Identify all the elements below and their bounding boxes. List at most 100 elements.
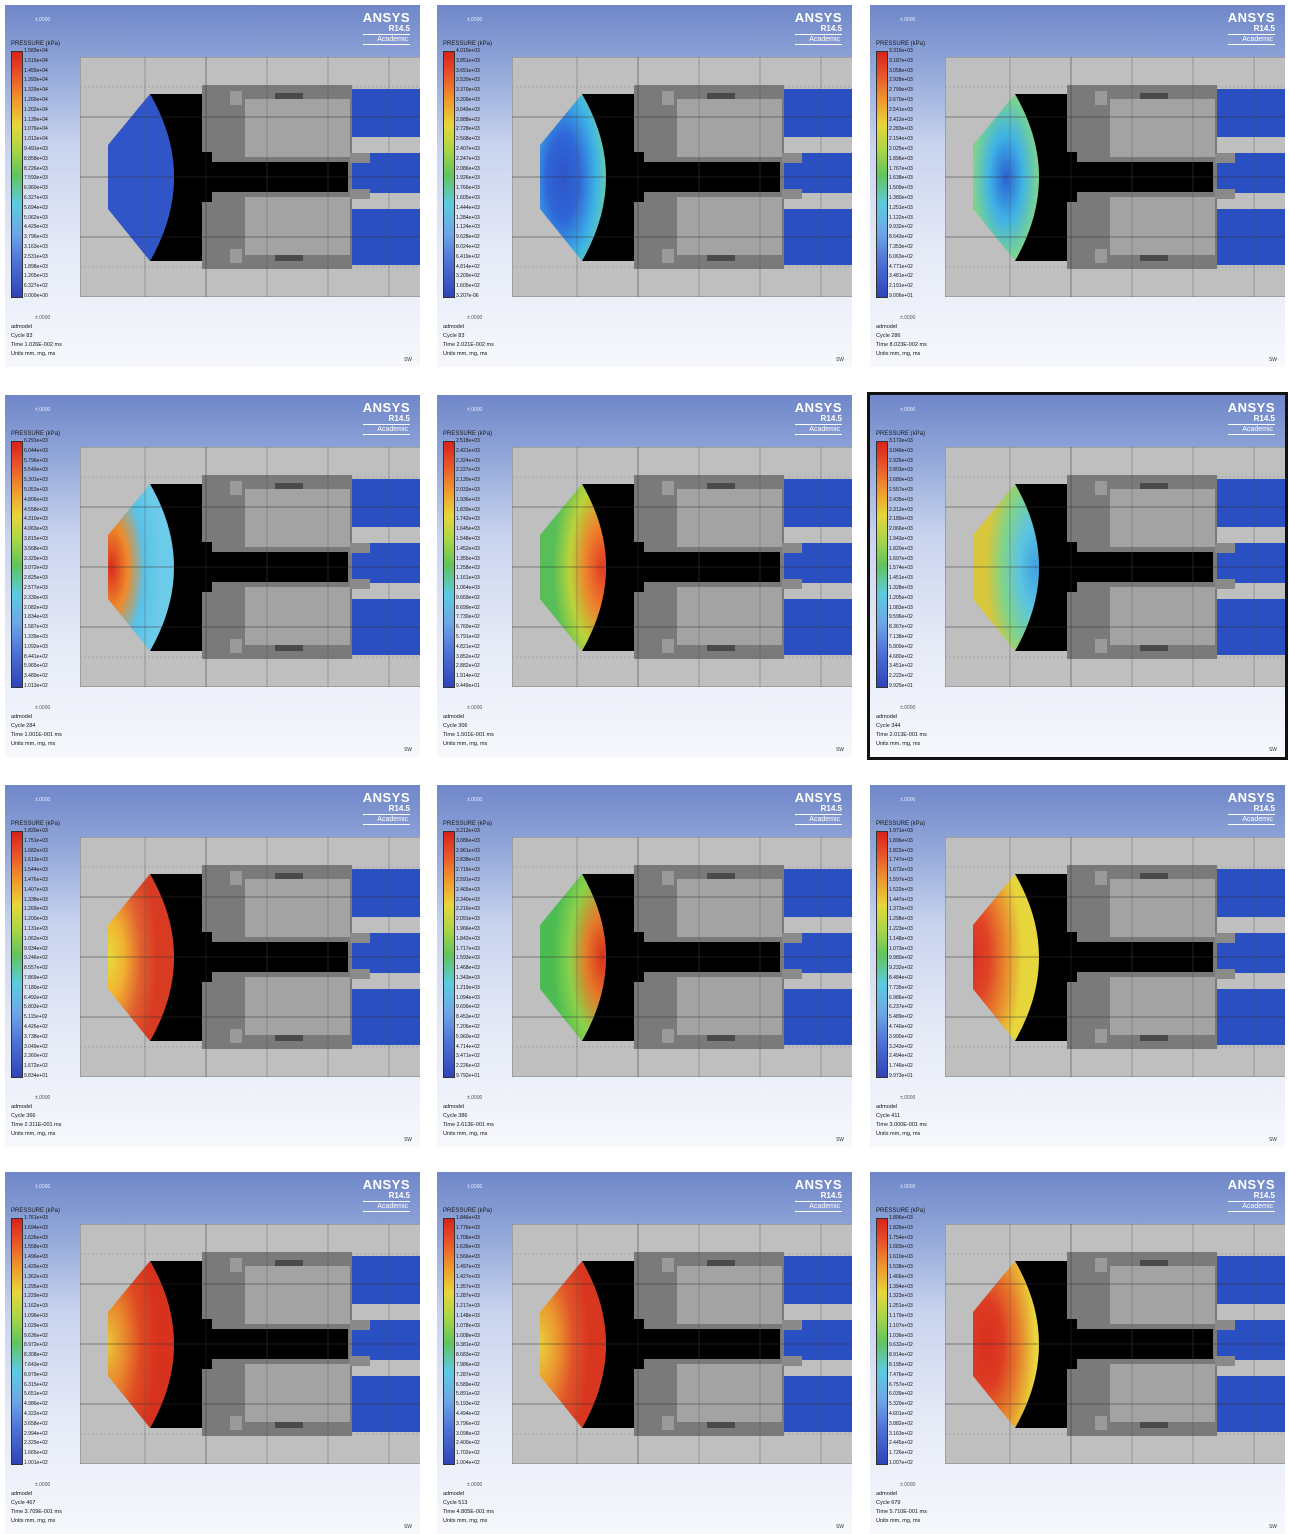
simulation-panel[interactable]: ±.0000 ANSYS R14.5 Academic PRESSURE (kPa) 3.… — [437, 785, 852, 1147]
color-bar-tick-label: 1.202e+04 — [24, 106, 48, 113]
axis-mark-bottom: ±.0000 — [467, 705, 483, 711]
brand-name: ANSYS — [794, 10, 842, 25]
color-bar-tick-label: 5.965e+02 — [24, 663, 48, 670]
axis-mark-bottom: ±.0000 — [467, 1095, 483, 1101]
simulation-panel[interactable]: ±.0000 ANSYS R14.5 Academic PRESSURE (kPa) 1.… — [870, 785, 1285, 1147]
steel-part — [707, 93, 735, 99]
steel-part — [1095, 871, 1107, 885]
simulation-viewport[interactable] — [512, 447, 852, 687]
simulation-viewport[interactable] — [945, 447, 1285, 687]
color-bar-tick-label: 2.283e+03 — [889, 126, 913, 133]
color-bar-tick-label: 2.680e+03 — [889, 477, 913, 484]
color-bar-tick-label: 1.593e+03 — [456, 955, 480, 962]
color-bar-tick-label: 1.148e+03 — [889, 935, 913, 942]
simulation-viewport[interactable] — [80, 57, 420, 297]
legend-title: PRESSURE (kPa) — [876, 821, 926, 827]
model-info: admodel Cycle 83 Time 1.026E-002 ms Units m… — [11, 323, 62, 359]
cycle-label: Cycle 411 — [876, 1113, 901, 1119]
color-bar-tick-label: 4.429e+03 — [24, 224, 48, 231]
color-bar-tick-label: 4.680e+02 — [889, 653, 913, 660]
color-bar-tick-label: 1.509e+03 — [889, 185, 913, 192]
simulation-viewport[interactable] — [80, 1224, 420, 1464]
color-bar-tick-label: 4.714e+02 — [456, 1043, 480, 1050]
simulation-panel[interactable]: ±.0000 ANSYS R14.5 Academic PRESSURE (kPa) 1.… — [5, 1172, 420, 1534]
color-bar-tick-label: 3.049e+03 — [456, 106, 480, 113]
simulation-panel[interactable]: ±.0000 ANSYS R14.5 Academic PRESSURE (kPa) 1.… — [437, 1172, 852, 1534]
color-bar-tick-label: 1.124e+03 — [456, 224, 480, 231]
simulation-panel[interactable]: ±.0000 ANSYS R14.5 Academic PRESSURE (kPa) 1.… — [5, 5, 420, 367]
simulation-viewport[interactable] — [80, 447, 420, 687]
color-bar-tick-label: 1.343e+03 — [456, 975, 480, 981]
steel-part — [230, 249, 242, 263]
color-bar-tick-label: 7.287e+02 — [456, 1371, 480, 1378]
cycle-label: Cycle 513 — [443, 1500, 468, 1506]
color-bar-tick-label: 0.000e+00 — [24, 293, 48, 299]
units-label: Units mm, mg, ms — [876, 1131, 921, 1137]
brand-name: ANSYS — [794, 790, 842, 805]
steel-part — [1140, 1422, 1168, 1428]
orientation-label: SW — [1268, 1524, 1277, 1530]
simulation-viewport[interactable] — [945, 1224, 1285, 1464]
simulation-panel[interactable]: ±.0000 ANSYS R14.5 Academic PRESSURE (kPa) 1.… — [870, 1172, 1285, 1534]
color-bar-tick-label: 2.154e+03 — [889, 136, 913, 143]
color-bar-tick-label: 1.107e+03 — [889, 1322, 913, 1329]
color-bar-tick-label: 2.494e+02 — [889, 1053, 913, 1060]
color-bar-tick-label: 1.131e+03 — [24, 926, 48, 932]
model-info: admodel Cycle 306 Time 1.501E-001 ms Units … — [443, 713, 494, 749]
units-label: Units mm, mg, ms — [443, 351, 488, 357]
color-bar-tick-label: 4.063e+03 — [24, 526, 48, 533]
simulation-panel[interactable]: ±.0000 ANSYS R14.5 Academic PRESSURE (kPa) 1.… — [5, 785, 420, 1147]
color-bar-tick-label: 1.073e+03 — [889, 945, 913, 952]
cycle-label: Cycle 467 — [11, 1500, 36, 1506]
color-bar-tick-label: 1.339e+03 — [24, 634, 48, 640]
brand-edition: Academic — [362, 34, 410, 45]
simulation-panel[interactable]: ±.0000 ANSYS R14.5 Academic PRESSURE (kPa) 6.… — [5, 395, 420, 757]
units-label: Units mm, mg, ms — [11, 351, 56, 357]
simulation-panel[interactable]: ±.0000 ANSYS R14.5 Academic PRESSURE (kPa) 3.… — [870, 5, 1285, 367]
color-bar-tick-label: 1.672e+03 — [889, 867, 913, 874]
color-bar-tick-label: 1.839e+03 — [456, 506, 480, 513]
color-bar-tick-label: 1.605e+02 — [456, 283, 480, 290]
color-bar-tick-label: 2.541e+03 — [889, 106, 913, 113]
color-bar — [443, 51, 455, 298]
color-bar-tick-label: 7.593e+03 — [24, 175, 48, 182]
steel-part — [677, 1364, 782, 1422]
color-bar-tick-label: 2.247e+03 — [456, 155, 480, 162]
color-bar-tick-label: 3.370e+03 — [456, 87, 480, 94]
steel-part — [230, 1029, 242, 1043]
color-bar-tick-label: 3.098e+02 — [456, 1430, 480, 1437]
color-bar-tick-label: 1.613e+03 — [24, 857, 48, 864]
simulation-viewport[interactable] — [512, 57, 852, 297]
color-bar-tick-label: 5.803e+02 — [24, 1004, 48, 1011]
brand-edition: Academic — [1227, 34, 1275, 45]
steel-part — [1140, 645, 1168, 651]
simulation-panel[interactable]: ±.0000 ANSYS R14.5 Academic PRESSURE (kPa) 2.… — [437, 395, 852, 757]
steel-part — [662, 871, 674, 885]
units-label: Units mm, mg, ms — [876, 351, 921, 357]
color-bar-tick-label: 1.766e+03 — [456, 185, 480, 192]
color-bar-tick-label: 2.465e+03 — [456, 886, 480, 893]
color-bar-ticks: 3.316e+03 3.187e+03 3.058e+03 2.928e+03 2.79… — [889, 48, 941, 299]
color-bar-tick-label: 1.936e+03 — [456, 496, 480, 503]
units-label: Units mm, mg, ms — [443, 1131, 488, 1137]
time-label: Time 2.021E-002 ms — [443, 342, 494, 348]
simulation-panel[interactable]: ±.0000 ANSYS R14.5 Academic PRESSURE (kPa) 4.… — [437, 5, 852, 367]
legend-title: PRESSURE (kPa) — [876, 1208, 926, 1214]
simulation-viewport[interactable] — [80, 837, 420, 1077]
color-bar-tick-label: 4.494e+02 — [456, 1411, 480, 1417]
simulation-panel[interactable]: ±.0000 ANSYS R14.5 Academic PRESSURE (kPa) 3.… — [867, 392, 1288, 760]
color-bar-tick-label: 3.163e+02 — [889, 1430, 913, 1437]
simulation-viewport[interactable] — [945, 57, 1285, 297]
steel-part — [677, 99, 782, 157]
steel-part — [707, 1260, 735, 1266]
ansys-logo: ANSYS R14.5 Academic — [362, 1178, 410, 1212]
color-bar-tick-label: 2.421e+03 — [456, 447, 480, 454]
color-bar — [876, 1218, 888, 1465]
simulation-viewport[interactable] — [945, 837, 1285, 1077]
brand-version: R14.5 — [820, 414, 842, 423]
color-bar-tick-label: 1.466e+03 — [889, 1273, 913, 1280]
simulation-viewport[interactable] — [512, 1224, 852, 1464]
simulation-viewport[interactable] — [512, 837, 852, 1077]
pressure-field — [973, 484, 1039, 651]
steel-part — [1095, 249, 1107, 263]
